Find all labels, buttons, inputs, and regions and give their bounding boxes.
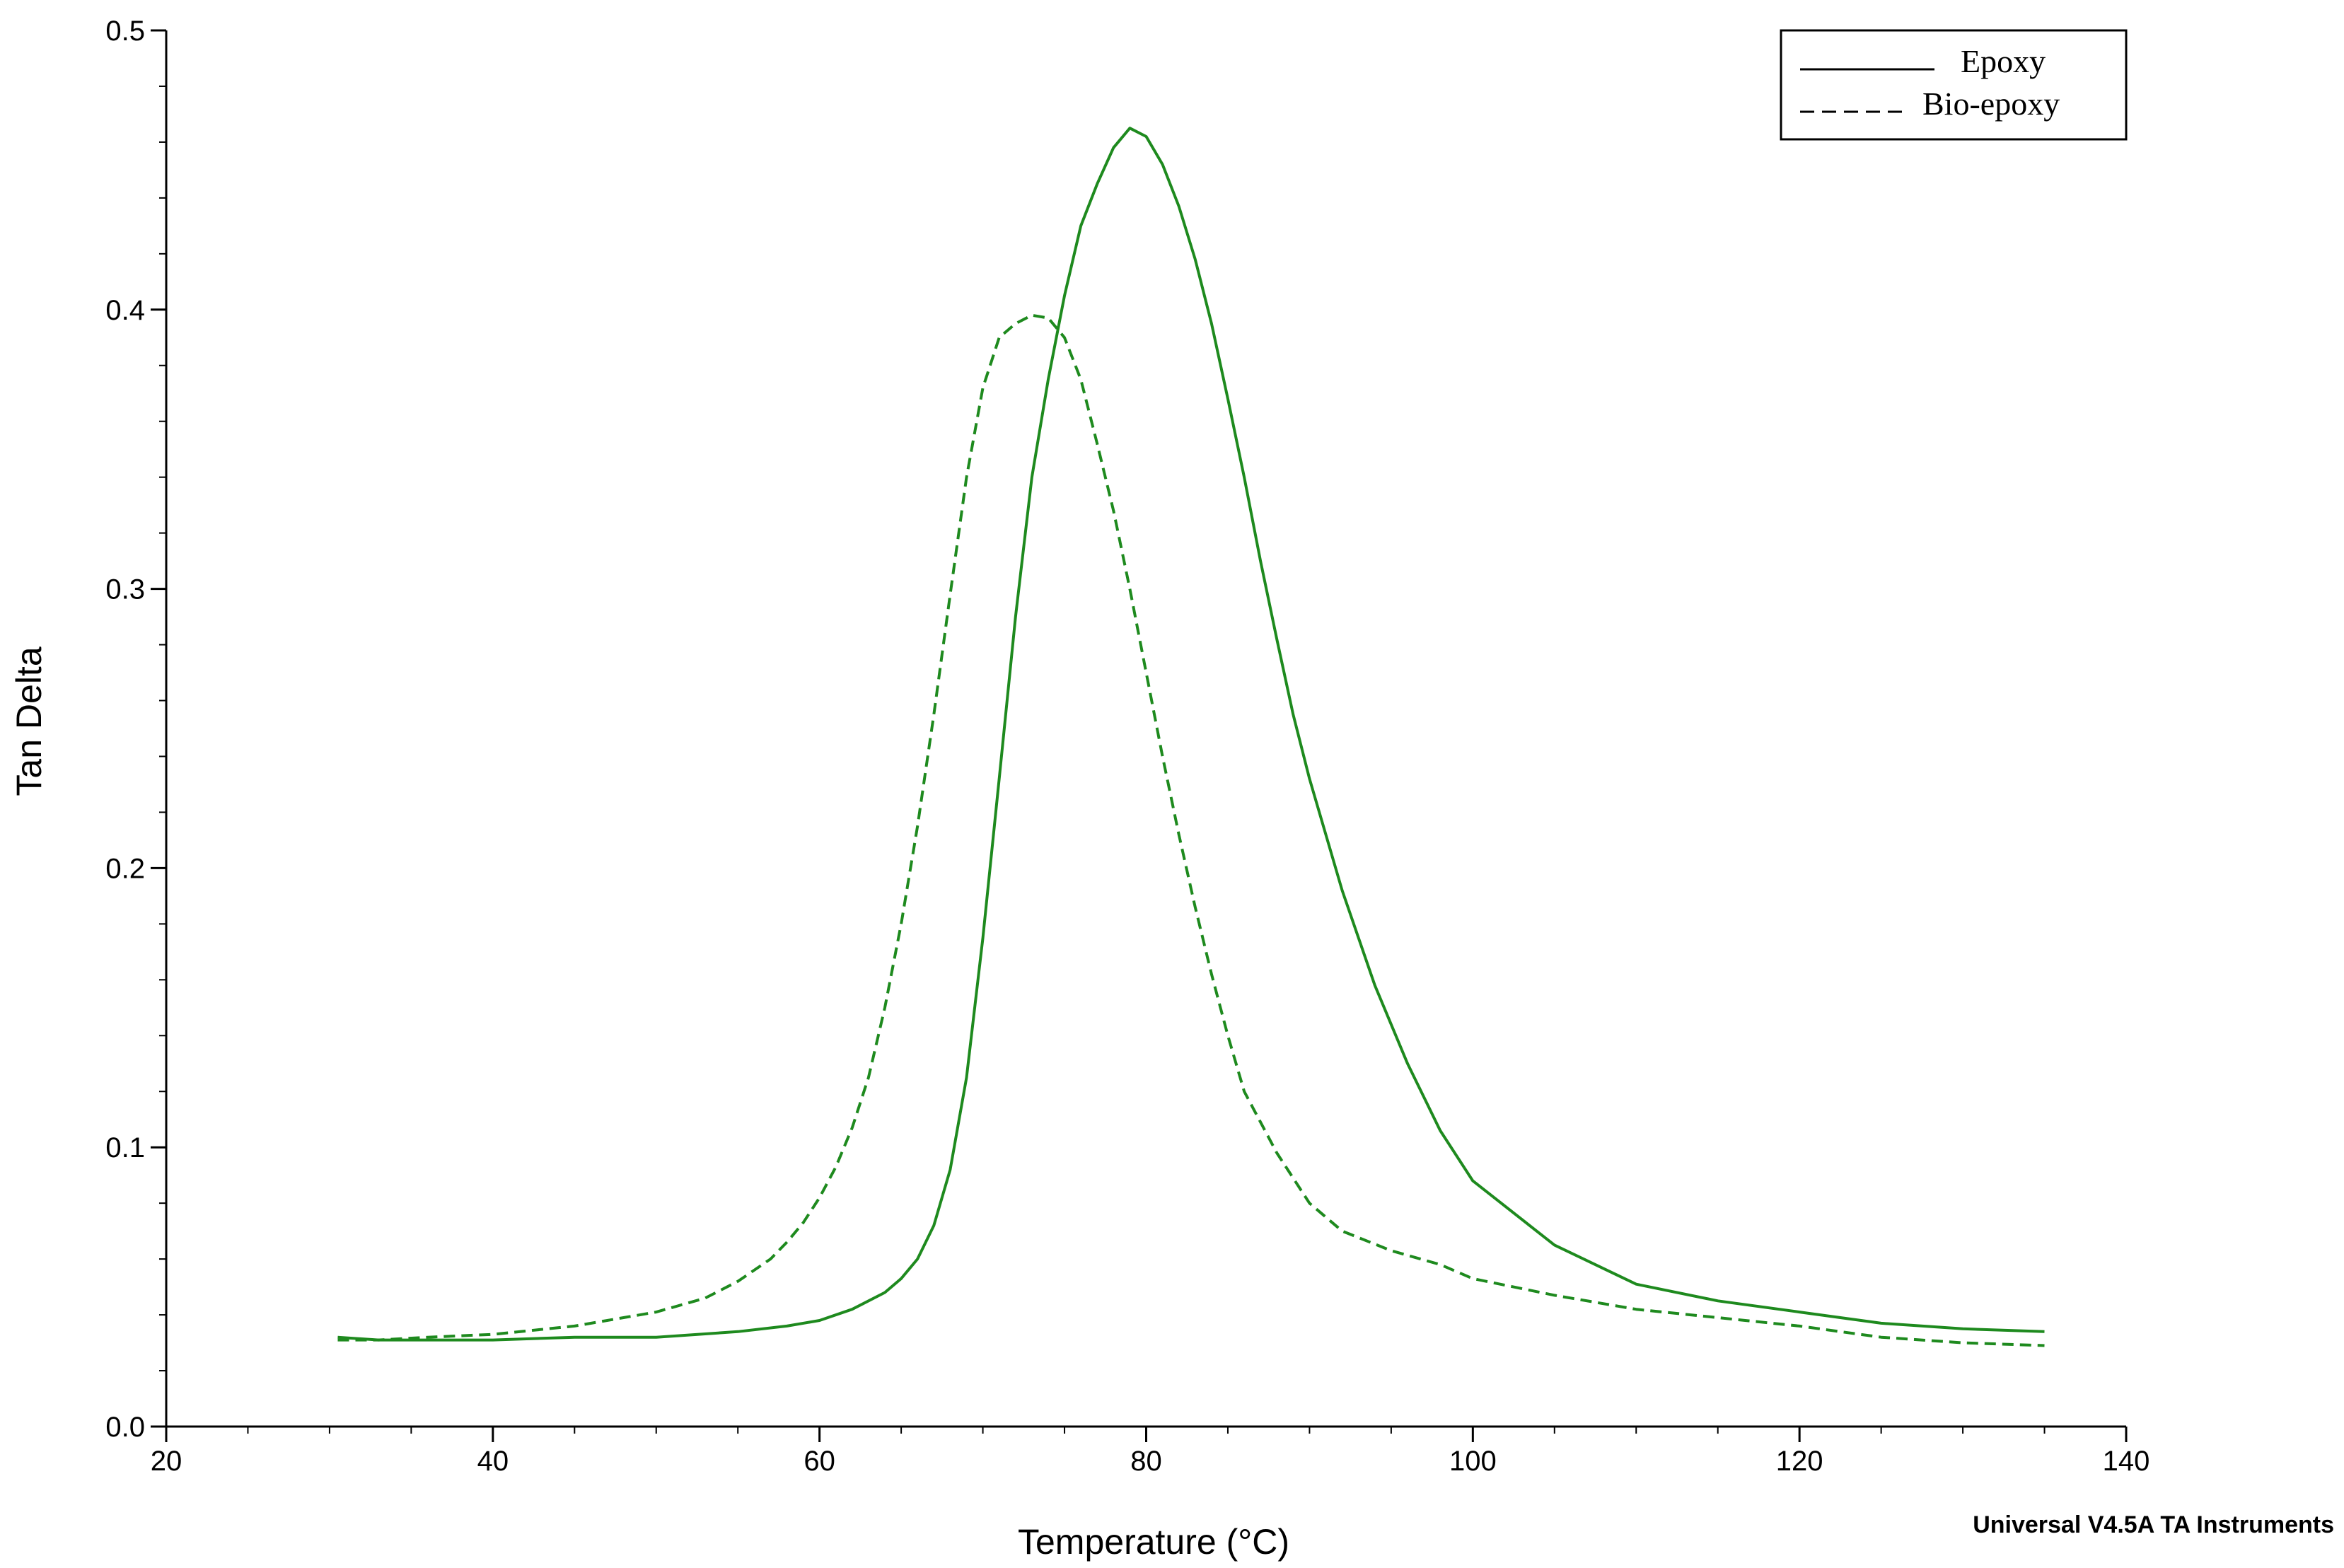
y-tick-label: 0.5 bbox=[105, 16, 145, 47]
x-tick-label: 100 bbox=[1449, 1446, 1497, 1477]
y-tick-label: 0.0 bbox=[105, 1412, 145, 1443]
legend: Epoxy Bio-epoxy bbox=[1780, 29, 2128, 141]
x-tick-label: 20 bbox=[151, 1446, 182, 1477]
y-tick-label: 0.1 bbox=[105, 1132, 145, 1163]
y-tick-label: 0.3 bbox=[105, 574, 145, 605]
x-tick-label: 60 bbox=[803, 1446, 835, 1477]
x-axis-title: Temperature (°C) bbox=[1018, 1522, 1289, 1562]
x-tick-label: 120 bbox=[1776, 1446, 1823, 1477]
x-tick-label: 80 bbox=[1130, 1446, 1162, 1477]
y-axis-title: Tan Delta bbox=[9, 646, 49, 796]
series-line-epoxy bbox=[337, 127, 2045, 1342]
legend-label-epoxy: Epoxy bbox=[1961, 43, 2046, 79]
axes: 20 40 60 80 100 120 140 0.0 0.1 0.2 0.3 0.4 0.5 bbox=[105, 16, 2149, 1477]
legend-label-bio-epoxy: Bio-epoxy bbox=[1922, 86, 2060, 122]
x-tick-label: 40 bbox=[477, 1446, 509, 1477]
legend-box bbox=[1780, 29, 2128, 141]
series-lines bbox=[337, 127, 2045, 1347]
instrument-footer: Universal V4.5A TA Instruments bbox=[1973, 1511, 2334, 1538]
x-tick-label: 140 bbox=[2103, 1446, 2150, 1477]
y-tick-label: 0.4 bbox=[105, 295, 145, 326]
series-line-bio-epoxy bbox=[337, 313, 2045, 1347]
y-tick-label: 0.2 bbox=[105, 853, 145, 884]
